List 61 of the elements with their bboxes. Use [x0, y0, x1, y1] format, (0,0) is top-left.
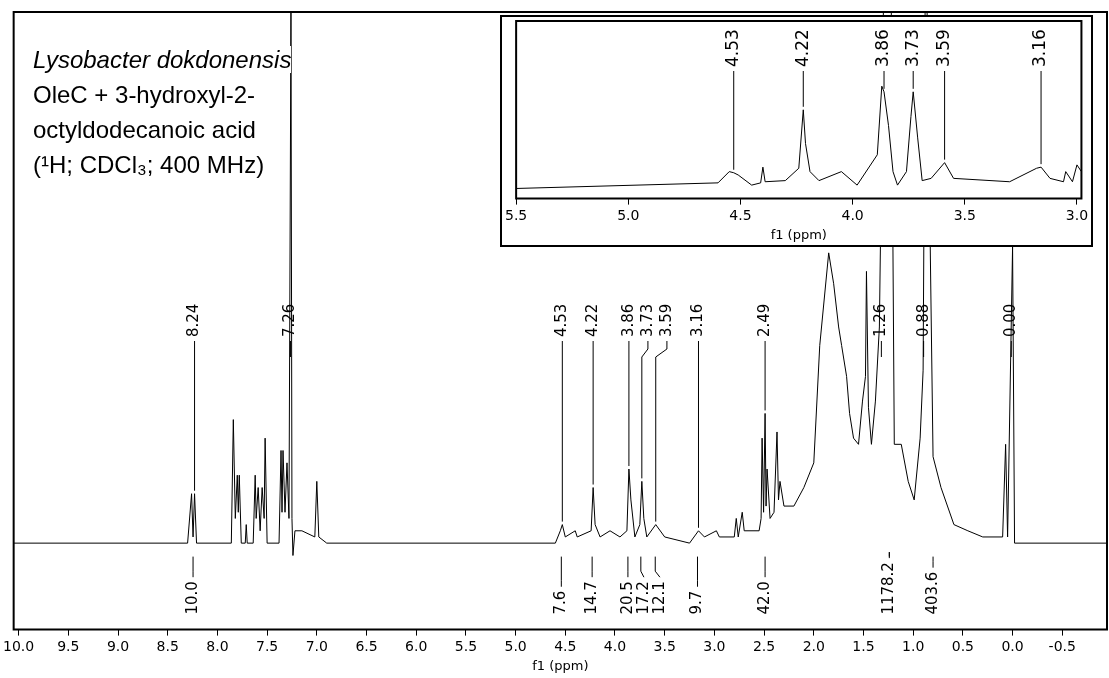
annotation: 4.22: [791, 29, 812, 67]
annotation: 7.6: [551, 590, 570, 615]
x-tick-label: 1.0: [902, 637, 925, 654]
annotation: 4.53: [722, 29, 743, 67]
x-tick-label: 3.0: [1065, 206, 1089, 223]
text: Lysobacter dokdonensis: [33, 46, 292, 73]
x-tick-label: 5.0: [504, 637, 527, 654]
annotation: 1.26: [871, 303, 890, 337]
annotation: 3.59: [933, 29, 954, 67]
annotation: 9.7: [687, 590, 706, 615]
annotation: 10.0: [182, 581, 201, 615]
x-tick-label: 7.5: [255, 637, 279, 654]
annotation: 20.5: [617, 581, 636, 615]
x-tick-label: 1.5: [852, 637, 875, 654]
x-tick-label: 4.5: [729, 206, 752, 223]
x-tick-label: 2.0: [802, 637, 825, 654]
x-tick-label: 4.0: [841, 206, 864, 223]
annotation: 12.1: [649, 581, 668, 615]
x-tick-label: 9.5: [57, 637, 80, 654]
annotation: 3.86: [618, 303, 637, 337]
x-tick-label: 10.0: [3, 637, 35, 654]
annotation: 3.86: [872, 29, 893, 67]
annotation: 2.49: [754, 303, 773, 337]
annotation: (¹H; CDCl₃; 400 MHz): [33, 151, 265, 178]
x-tick-label: 3.5: [953, 206, 976, 223]
x-tick-label: 5.5: [505, 206, 528, 223]
x-axis-title: f1 (ppm): [532, 657, 589, 673]
annotation: 3.59: [656, 303, 675, 337]
annotation: 7.26: [280, 303, 299, 337]
annotation: 17.2: [633, 581, 652, 615]
x-tick-label: 0.0: [1001, 637, 1024, 654]
x-tick-label: 3.5: [653, 637, 676, 654]
annotation: 0.00: [1001, 303, 1020, 337]
x-tick-label: 8.0: [206, 637, 229, 654]
annotation: 3.73: [637, 303, 656, 337]
x-axis-title: f1 (ppm): [770, 226, 827, 242]
x-tick-label: 6.5: [355, 637, 378, 654]
x-tick-label: 4.0: [603, 637, 627, 654]
annotation: 0.88: [913, 303, 932, 337]
x-tick-label: 3.0: [703, 637, 726, 654]
x-tick-label: 8.5: [156, 637, 179, 654]
text: OleC + 3-hydroxyl-2-octyldodecanoic acid: [33, 81, 256, 143]
annotation: 8.24: [184, 303, 203, 337]
x-tick-label: 9.0: [106, 637, 130, 654]
annotation: 4.53: [552, 303, 571, 337]
annotation: 14.7: [582, 581, 601, 615]
annotation: 3.16: [1029, 29, 1050, 67]
annotation: 1178.2: [879, 562, 898, 615]
annotation: 42.0: [754, 581, 773, 615]
x-tick-label: 7.0: [305, 637, 328, 654]
annotation: 4.22: [583, 303, 602, 337]
x-tick-label: -0.5: [1048, 637, 1076, 654]
x-tick-label: 5.0: [617, 206, 640, 223]
x-tick-label: 2.5: [752, 637, 776, 654]
x-tick-label: 4.5: [554, 637, 577, 654]
x-tick-label: 6.0: [405, 637, 428, 654]
annotation: 403.6: [922, 571, 941, 615]
x-tick-label: 5.5: [454, 637, 478, 654]
x-tick-label: 0.5: [951, 637, 975, 654]
annotation: 3.16: [688, 303, 707, 337]
annotation: 3.73: [901, 29, 922, 67]
